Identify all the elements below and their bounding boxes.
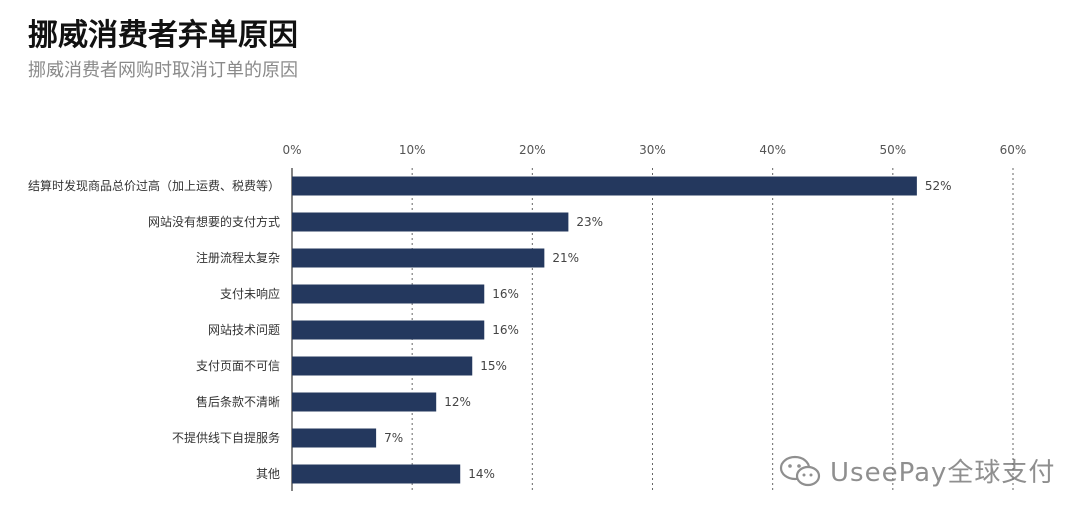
x-tick-label: 30%	[639, 143, 666, 157]
bar	[292, 284, 485, 304]
category-label: 网站技术问题	[208, 323, 280, 337]
x-tick-label: 40%	[759, 143, 786, 157]
x-tick-label: 20%	[519, 143, 546, 157]
chart-subtitle: 挪威消费者网购时取消订单的原因	[28, 60, 298, 81]
watermark-text: UseePay全球支付	[830, 458, 1056, 488]
bar	[292, 212, 569, 232]
bar	[292, 464, 461, 484]
data-label: 12%	[444, 395, 471, 409]
data-label: 21%	[552, 251, 579, 265]
category-label: 售后条款不清晰	[196, 394, 280, 409]
category-label: 支付页面不可信	[196, 359, 280, 373]
wechat-icon	[779, 455, 821, 486]
watermark: UseePay全球支付	[778, 452, 1055, 489]
x-tick-label: 0%	[282, 143, 301, 157]
data-label: 14%	[468, 467, 495, 481]
x-tick-label: 50%	[879, 143, 906, 157]
data-label: 16%	[492, 287, 519, 301]
category-label: 结算时发现商品总价过高（加上运费、税费等）	[28, 178, 280, 193]
data-label: 15%	[480, 359, 507, 373]
data-label: 7%	[384, 431, 403, 445]
data-label: 16%	[492, 323, 519, 337]
category-label: 不提供线下自提服务	[172, 430, 280, 445]
bar	[292, 356, 473, 376]
chart-title: 挪威消费者弃单原因	[28, 18, 298, 53]
x-tick-label: 60%	[1000, 143, 1027, 157]
bar	[292, 248, 545, 268]
category-label: 注册流程太复杂	[196, 250, 280, 265]
category-label: 支付未响应	[220, 286, 280, 301]
category-label: 其他	[256, 467, 280, 481]
data-label: 52%	[925, 179, 952, 193]
bar	[292, 320, 485, 340]
x-tick-label: 10%	[399, 143, 426, 157]
bar	[292, 428, 377, 448]
category-label: 网站没有想要的支付方式	[148, 214, 280, 229]
data-label: 23%	[576, 215, 603, 229]
bar	[292, 392, 437, 412]
bar	[292, 176, 917, 196]
